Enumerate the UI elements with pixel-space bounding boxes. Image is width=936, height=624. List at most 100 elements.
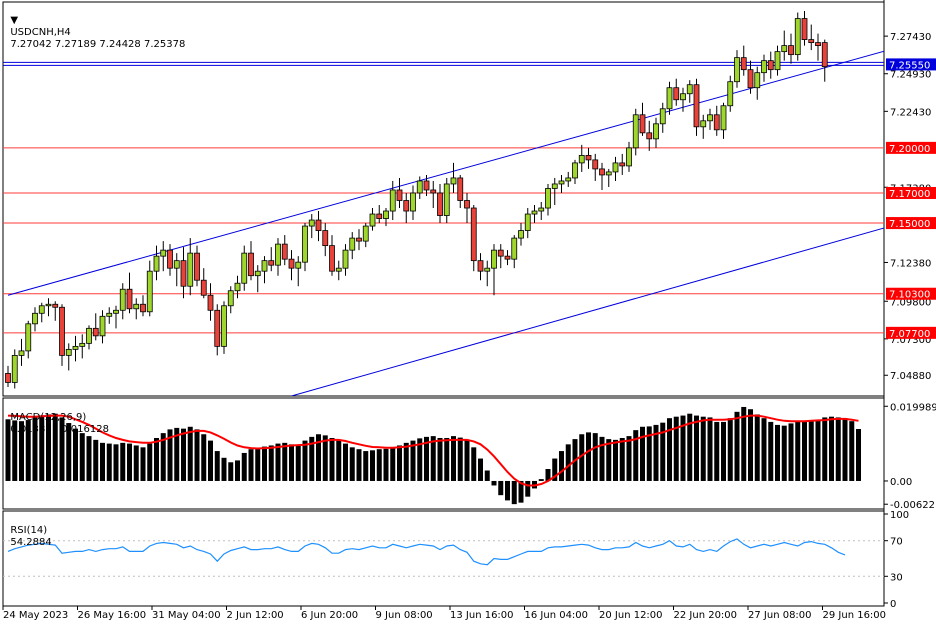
macd-bar [795, 421, 801, 481]
candle-body [693, 84, 700, 128]
price-tick-label-5: 7.09800 [890, 297, 931, 308]
candle-body [646, 132, 653, 140]
candle [281, 235, 288, 266]
macd-bar [100, 442, 105, 481]
candle [632, 108, 639, 156]
candle-body [389, 189, 396, 212]
macd-bar [640, 426, 645, 481]
macd-bar [511, 480, 517, 505]
macd-bar [754, 414, 760, 481]
macd-bar [633, 430, 639, 481]
channel-lower-line [291, 227, 884, 396]
macd-bar [579, 434, 585, 481]
candle [275, 238, 281, 276]
macd-bar [86, 436, 92, 481]
macd-bar [167, 429, 173, 481]
macd-bar [19, 421, 24, 481]
candle-body [113, 309, 119, 314]
candle-body [551, 183, 558, 189]
macd-bar [127, 443, 132, 481]
macd-bar [295, 445, 301, 481]
macd-bar [228, 462, 234, 481]
candle [720, 102, 727, 139]
macd-bar [518, 480, 524, 503]
candle [126, 272, 133, 314]
candle-body [612, 162, 619, 173]
macd-bar [349, 447, 355, 481]
rsi-tick-label-0: 100 [890, 510, 909, 521]
candle-body [524, 213, 531, 231]
macd-bar [363, 451, 369, 481]
candle [214, 304, 221, 356]
candle [761, 54, 767, 82]
candle-body [214, 309, 221, 347]
macd-bar [842, 418, 848, 481]
candle [227, 286, 234, 314]
candle [538, 202, 545, 221]
macd-bar [613, 439, 618, 481]
candle [362, 223, 369, 248]
candle [680, 87, 686, 112]
panel-frame-2 [2, 510, 885, 607]
candle [403, 192, 410, 224]
macd-bar [390, 448, 396, 481]
candle [464, 192, 470, 224]
candle [531, 205, 538, 224]
candle-body [686, 84, 693, 95]
macd-name: MACD(12,26,9) [10, 412, 87, 423]
macd-bar [653, 424, 659, 481]
candle [194, 245, 200, 287]
candle-body [52, 303, 59, 308]
candle-body [119, 288, 126, 311]
candle-body [106, 312, 113, 317]
macd-bar [52, 413, 58, 481]
candle-body [437, 192, 443, 216]
candle [59, 304, 65, 366]
candle [457, 174, 464, 209]
macd-bar [802, 421, 807, 481]
macd-bar [505, 480, 510, 501]
candle [254, 265, 261, 293]
candle [619, 153, 626, 175]
candle-body [153, 255, 160, 272]
candle-body [430, 189, 437, 194]
candle-body [410, 192, 416, 212]
candle [187, 238, 194, 296]
candle [25, 320, 32, 359]
candle-body [261, 260, 268, 272]
macd-bar [491, 480, 497, 486]
candle-body [484, 267, 491, 272]
macd-bar [370, 450, 375, 481]
candle [160, 241, 167, 272]
candle [558, 174, 565, 193]
candle-body [25, 323, 32, 352]
macd-bar [775, 424, 780, 481]
candle [497, 244, 504, 269]
ohlc-label: 7.27042 7.27189 7.24428 7.25378 [10, 39, 186, 50]
candle [727, 75, 734, 112]
candle-body [477, 260, 484, 272]
candle [781, 30, 788, 61]
level-tag-label-0: 7.20000 [889, 144, 930, 155]
chart-header: ▼ USDCNH,H4 7.27042 7.27189 7.24428 7.25… [4, 3, 185, 51]
candle [774, 45, 781, 76]
macd-bar [5, 419, 11, 481]
rsi-tick-label-3: 0 [890, 599, 896, 610]
channel-upper-line [7, 50, 884, 296]
candle-body [666, 87, 673, 110]
candle-body [450, 177, 457, 185]
candle [113, 305, 119, 329]
candle-body [329, 245, 335, 272]
header-arrow-icon[interactable]: ▼ [10, 15, 19, 26]
candle-body [322, 230, 329, 247]
time-label-11: 29 Jun 16:00 [823, 610, 887, 621]
level-tag-label-4: 7.07700 [889, 329, 930, 340]
candle-body [403, 200, 410, 212]
candle-body [700, 120, 707, 128]
candle-body [680, 93, 686, 101]
price-tick-label-6: 7.07300 [890, 335, 931, 346]
candle [99, 310, 106, 344]
candle-body [585, 154, 592, 161]
candle [700, 114, 707, 139]
